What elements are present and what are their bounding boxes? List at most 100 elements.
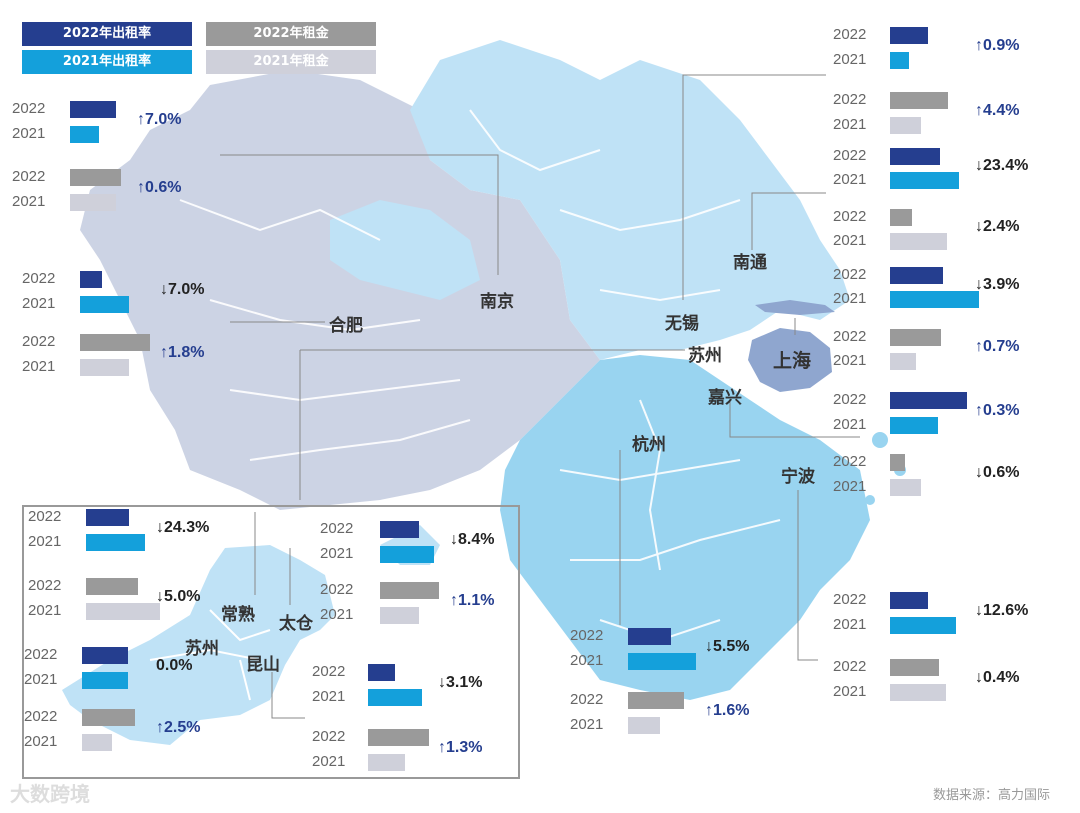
year-label-hangzhou-2: 2022: [570, 691, 604, 708]
year-label-hangzhou-1: 2021: [570, 652, 604, 669]
bar-ningbo-occ_2022: [890, 592, 928, 609]
bar-suzhou-rent_2021: [82, 734, 112, 751]
city-label-suzhou-inset: 苏州: [185, 639, 219, 659]
year-label-kunshan-1: 2021: [312, 688, 346, 705]
year-label-hangzhou-3: 2021: [570, 716, 604, 733]
year-label-hangzhou-0: 2022: [570, 627, 604, 644]
year-label-ningbo_east-0: 2022: [833, 391, 867, 408]
city-label-suzhou: 苏州: [688, 346, 722, 366]
bar-shanghai-occ_2021: [890, 291, 979, 308]
bar-taicang-rent_2022: [380, 582, 439, 599]
map-region-shanghai: [748, 328, 832, 392]
change-label-shanghai-occ: ↓3.9%: [975, 276, 1020, 293]
change-label-hefei-rent: ↑1.8%: [160, 343, 205, 361]
map-inset-suzhou: [62, 545, 335, 745]
bar-ningbo-rent_2022: [890, 659, 939, 676]
change-label-shanghai-rent: ↑0.7%: [975, 338, 1020, 355]
bar-kunshan-occ_2021: [368, 689, 422, 706]
suzhou-inset-frame: [22, 505, 520, 779]
year-label-ningbo-0: 2022: [833, 591, 867, 608]
change-label-nantong-occ: ↓23.4%: [975, 157, 1029, 174]
bar-ningbo_east-rent_2022: [890, 454, 905, 471]
bar-taicang-rent_2021: [380, 607, 419, 624]
city-label-wuxi: 无锡: [665, 314, 699, 334]
bar-shanghai-rent_2022: [890, 329, 941, 346]
year-label-hefei-2: 2022: [22, 333, 56, 350]
year-label-hefei-3: 2021: [22, 358, 56, 375]
bar-wuxi-occ_2021: [890, 52, 909, 69]
change-label-ningbo_east-occ: ↑0.3%: [975, 401, 1020, 419]
year-label-kunshan-0: 2022: [312, 663, 346, 680]
year-label-ningbo-2: 2022: [833, 658, 867, 675]
year-label-nanjing-0: 2022: [12, 100, 46, 117]
legend-occ-2022: 2022年出租率: [22, 22, 192, 46]
year-label-kunshan-3: 2021: [312, 753, 346, 770]
bar-ningbo-rent_2021: [890, 684, 946, 701]
change-label-ningbo-occ: ↓12.6%: [975, 601, 1029, 619]
bar-hefei-occ_2022: [80, 271, 102, 288]
change-label-suzhou-rent: ↑2.5%: [156, 718, 201, 736]
year-label-shanghai-3: 2021: [833, 352, 867, 369]
bar-changshu-occ_2021: [86, 534, 145, 551]
year-label-suzhou-2: 2022: [24, 708, 58, 725]
bar-hangzhou-occ_2022: [628, 628, 671, 645]
legend-rent-2021: 2021年租金: [206, 50, 376, 74]
city-label-changshu: 常熟: [221, 605, 255, 625]
year-label-changshu-3: 2021: [28, 602, 62, 619]
change-label-changshu-occ: ↓24.3%: [156, 518, 210, 536]
year-label-taicang-2: 2022: [320, 581, 354, 598]
year-label-ningbo_east-1: 2021: [833, 416, 867, 433]
change-label-hangzhou-rent: ↑1.6%: [705, 701, 750, 719]
bar-shanghai-occ_2022: [890, 267, 943, 284]
bar-changshu-rent_2022: [86, 578, 138, 595]
year-label-shanghai-2: 2022: [833, 328, 867, 345]
city-label-jiaxing: 嘉兴: [708, 388, 742, 408]
city-label-ningbo: 宁波: [781, 467, 815, 487]
bar-ningbo-occ_2021: [890, 617, 956, 634]
year-label-nanjing-2: 2022: [12, 168, 46, 185]
year-label-nantong-2: 2022: [833, 208, 867, 225]
change-label-hefei-occ: ↓7.0%: [160, 280, 205, 298]
bar-ningbo_east-occ_2022: [890, 392, 967, 409]
bar-ningbo_east-occ_2021: [890, 417, 938, 434]
bar-hangzhou-rent_2022: [628, 692, 684, 709]
bar-changshu-rent_2021: [86, 603, 160, 620]
change-label-wuxi-rent: ↑4.4%: [975, 101, 1020, 119]
bar-hefei-rent_2022: [80, 334, 150, 351]
change-label-nanjing-occ: ↑7.0%: [137, 110, 182, 128]
watermark-logo: 大数跨境: [10, 782, 90, 806]
bar-shanghai-rent_2021: [890, 353, 916, 370]
year-label-ningbo-1: 2021: [833, 616, 867, 633]
bar-nanjing-rent_2022: [70, 169, 121, 186]
change-label-wuxi-occ: ↑0.9%: [975, 36, 1020, 54]
map-region-jiangsu: [410, 40, 850, 360]
bar-suzhou-occ_2022: [82, 647, 128, 664]
change-label-changshu-rent: ↓5.0%: [156, 587, 201, 605]
map-region-zhejiang: [500, 355, 870, 700]
bar-hangzhou-occ_2021: [628, 653, 696, 670]
change-label-kunshan-occ: ↓3.1%: [438, 673, 483, 691]
change-label-kunshan-rent: ↑1.3%: [438, 738, 483, 756]
change-label-taicang-rent: ↑1.1%: [450, 591, 495, 609]
year-label-changshu-0: 2022: [28, 508, 62, 525]
bar-suzhou-rent_2022: [82, 709, 135, 726]
city-label-taicang: 太仓: [279, 614, 313, 634]
legend-rent-2022: 2022年租金: [206, 22, 376, 46]
city-label-hangzhou: 杭州: [632, 435, 666, 455]
change-label-suzhou-occ: 0.0%: [156, 656, 193, 674]
year-label-ningbo_east-3: 2021: [833, 478, 867, 495]
map-region-chongming: [755, 300, 835, 315]
bar-kunshan-rent_2021: [368, 754, 405, 771]
change-label-ningbo-rent: ↓0.4%: [975, 668, 1020, 686]
year-label-changshu-1: 2021: [28, 533, 62, 550]
city-label-hefei: 合肥: [329, 316, 363, 336]
change-label-ningbo_east-rent: ↓0.6%: [975, 463, 1020, 481]
change-label-nanjing-rent: ↑0.6%: [137, 178, 182, 196]
year-label-hefei-0: 2022: [22, 270, 56, 287]
bar-taicang-occ_2022: [380, 521, 419, 538]
year-label-nantong-0: 2022: [833, 147, 867, 164]
year-label-ningbo-3: 2021: [833, 683, 867, 700]
year-label-wuxi-1: 2021: [833, 51, 867, 68]
change-label-nantong-rent: ↓2.4%: [975, 218, 1020, 235]
